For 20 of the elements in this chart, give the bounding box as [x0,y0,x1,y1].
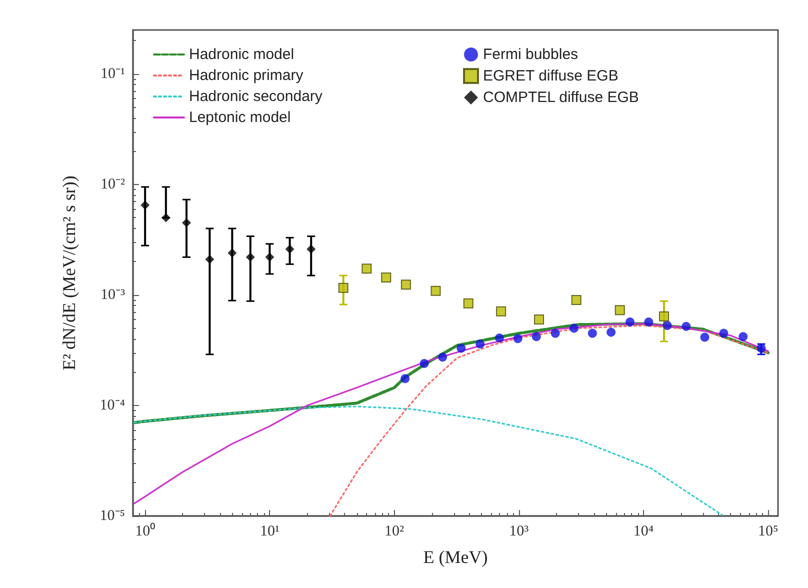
legend-label: EGRET diffuse EGB [483,68,618,84]
legend-label: COMPTEL diffuse EGB [483,89,639,106]
y-tick-label: 10⁻¹ [100,66,125,82]
x-tick-label: 10⁰ [135,522,156,540]
y-tick-label: 10⁻³ [100,286,126,303]
x-tick-label: 10¹ [260,524,280,540]
legend-label: Hadronic model [189,46,294,63]
x-tick-label: 10⁵ [758,524,778,540]
x-axis-title: E (MeV) [423,547,488,567]
y-tick-label: 10⁻⁴ [100,397,125,414]
y-tick-label: 10⁻² [100,176,126,192]
legend-label: Fermi bubbles [483,46,578,63]
legend-label: Leptonic model [189,109,291,126]
legend-label: Hadronic primary [189,67,304,84]
x-tick-label: 10³ [509,524,530,540]
x-tick-label: 10² [384,524,405,540]
x-tick-label: 10⁴ [633,524,654,540]
y-axis-title: E² dN/dE (MeV/(cm² s sr)) [59,176,79,370]
y-tick-label: 10⁻⁵ [100,508,125,524]
legend-label: Hadronic secondary [189,88,323,105]
